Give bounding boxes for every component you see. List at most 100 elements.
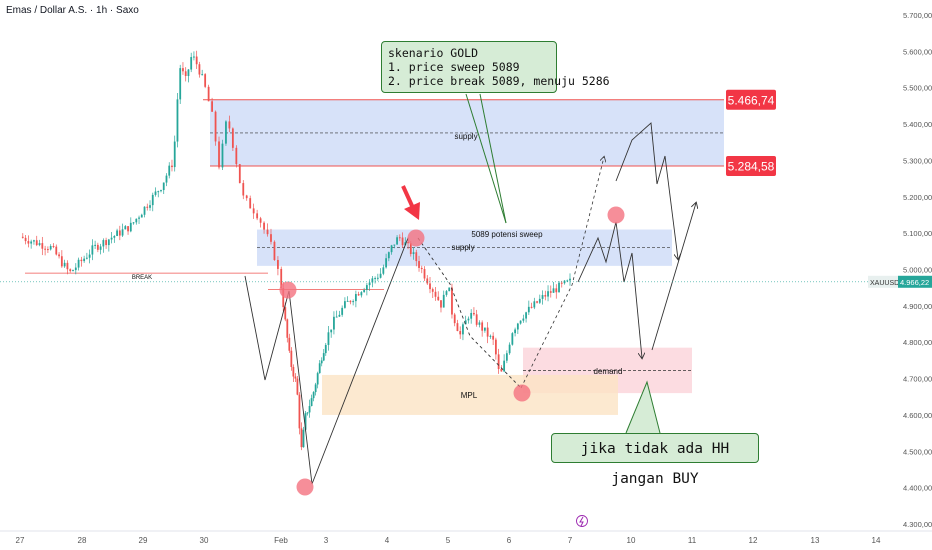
candle-body [333, 316, 335, 330]
last-price-tag [898, 275, 932, 288]
candle-body [218, 141, 220, 168]
candle-body [231, 128, 234, 148]
candle-body [538, 298, 541, 303]
candle-body [527, 306, 530, 313]
candle-body [401, 237, 404, 246]
candle-body [182, 68, 184, 72]
candle-body [127, 226, 129, 232]
candle-body [310, 398, 313, 407]
supply-upper-label: supply [454, 132, 477, 141]
candle-body [314, 384, 317, 393]
projection-high [615, 122, 678, 259]
y-tick-label: 4.300,00 [903, 520, 932, 529]
y-tick-label: 5.600,00 [903, 47, 932, 56]
candle-body [516, 323, 519, 330]
candle-body [533, 301, 536, 308]
candle-body [327, 332, 330, 345]
candle-body [302, 429, 305, 448]
x-tick-label: 30 [200, 536, 209, 545]
candle-body [107, 239, 110, 246]
scenario-title: skenario GOLD [388, 46, 479, 60]
candle-body [105, 240, 107, 246]
candle-body [245, 195, 248, 199]
candle-body [363, 289, 366, 293]
candle-body [124, 226, 127, 230]
callout-pointer [479, 93, 507, 224]
y-tick-label: 5.300,00 [903, 156, 932, 165]
candle-body [49, 246, 52, 250]
candle-body [346, 300, 349, 302]
candle-body [558, 282, 560, 293]
x-tick-label: 29 [139, 536, 148, 545]
candle-body [555, 288, 558, 293]
candle-body [440, 300, 442, 308]
candle-body [566, 280, 569, 282]
swing-marker [513, 384, 531, 402]
level-high-tag [726, 89, 776, 110]
candle-body [66, 262, 69, 270]
candle-body [448, 287, 451, 292]
candle-body [60, 256, 63, 267]
projection-dashed [520, 157, 604, 389]
candle-body [63, 262, 66, 267]
candle-body [211, 101, 213, 112]
candle-body [547, 291, 549, 297]
candle-body [415, 252, 418, 262]
candle-body [171, 165, 173, 168]
candle-body [157, 191, 160, 193]
candle-body [451, 287, 453, 315]
scenario-callout[interactable]: skenario GOLD 1. price sweep 5089 2. pri… [381, 41, 610, 93]
candle-body [121, 229, 124, 236]
candle-body [198, 64, 201, 75]
candle-body [320, 360, 323, 364]
candle-body [374, 278, 377, 280]
candle-body [470, 312, 473, 319]
candle-body [21, 236, 24, 238]
candle-body [382, 267, 385, 274]
candle-body [151, 194, 154, 206]
candle-body [168, 165, 171, 176]
candle-body [72, 270, 74, 272]
candle-body [500, 369, 503, 372]
candle-body [486, 327, 489, 337]
x-tick-label: 14 [872, 536, 881, 545]
candle-body [284, 307, 287, 320]
candle-body [165, 175, 168, 183]
candle-body [88, 254, 91, 258]
candle-body [187, 69, 190, 76]
candle-body [201, 74, 204, 76]
symbol-tag [868, 275, 898, 288]
x-tick-label: 5 [446, 536, 451, 545]
candle-body [193, 56, 195, 58]
candle-body [214, 111, 217, 142]
candle-body [511, 333, 514, 345]
candle-body [129, 222, 132, 232]
candle-body [77, 259, 80, 268]
sweep-note-label: 5089 potensi sweep [471, 230, 543, 239]
candle-body [431, 289, 434, 292]
candle-body [445, 291, 448, 295]
candle-body [300, 428, 303, 448]
scenario-line2: 2. price break 5089, menuju 5286 [388, 74, 610, 88]
candle-body [437, 296, 440, 301]
x-tick-label: 4 [385, 536, 390, 545]
candle-body [52, 246, 55, 248]
candle-body [249, 198, 252, 209]
demand-label: demand [594, 367, 623, 376]
candle-body [393, 244, 396, 246]
supply-lower-label: supply [451, 243, 474, 252]
y-tick-label: 5.000,00 [903, 266, 932, 275]
candle-body [41, 243, 44, 249]
candle-body [190, 57, 193, 70]
candle-body [138, 217, 140, 219]
candle-body [149, 205, 151, 208]
candle-body [352, 301, 355, 303]
level-mid-label: 5.284,58 [728, 160, 775, 174]
warning-callout[interactable]: jika tidak ada HH jangan BUY [551, 433, 759, 487]
candle-body [387, 252, 390, 259]
candle-body [296, 378, 299, 395]
candle-body [398, 237, 401, 239]
candle-body [396, 237, 398, 245]
mpl-label: MPL [461, 391, 478, 400]
